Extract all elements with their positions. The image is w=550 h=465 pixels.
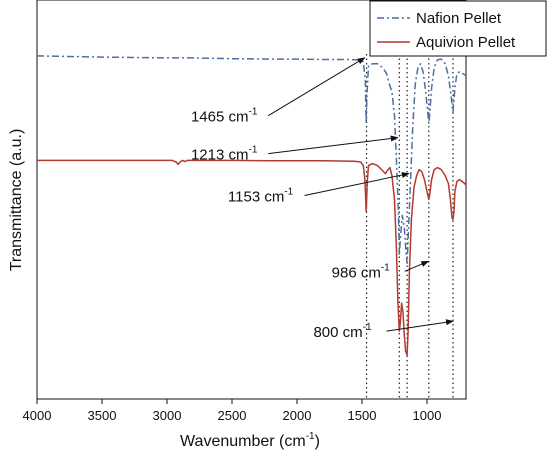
x-tick-label: 3500 — [88, 408, 117, 423]
annotation-arrow — [267, 57, 366, 117]
x-tick-label: 2000 — [283, 408, 312, 423]
series-layer — [36, 55, 467, 356]
y-axis-label: Transmittance (a.u.) — [8, 129, 25, 272]
series-line-2 — [37, 159, 467, 356]
annotation-label: 1465 cm-1 — [191, 107, 258, 126]
x-tick-label: 4000 — [23, 408, 52, 423]
legend-frame — [369, 0, 547, 57]
x-tick-label: 1500 — [348, 408, 377, 423]
x-axis: 4000 3500 3000 2500 2000 1500 1000 — [23, 399, 442, 423]
annotation-arrow — [404, 260, 430, 272]
series-line-1 — [36, 55, 467, 265]
annotation-label: 800 cm-1 — [313, 322, 372, 341]
x-axis-label: Wavenumber (cm-1) — [180, 431, 320, 450]
annotation-arrow — [304, 172, 410, 196]
annotation-label: 1213 cm-1 — [191, 145, 258, 164]
annotation-arrow — [386, 319, 454, 332]
annotation-label: 1153 cm-1 — [228, 186, 294, 205]
legend: Nafion Pellet Aquivion Pellet — [369, 0, 547, 57]
plot-frame — [36, 0, 467, 400]
x-tick-label: 3000 — [153, 408, 182, 423]
plot-area: 1465 cm-1 1213 cm-1 1153 cm-1 986 cm-1 800 c… — [36, 0, 467, 400]
legend-label: Nafion Pellet — [416, 10, 502, 27]
x-tick-label: 2500 — [218, 408, 247, 423]
peak-annotations: 1465 cm-1 1213 cm-1 1153 cm-1 986 cm-1 800 c… — [191, 57, 454, 341]
annotation-arrow — [268, 135, 399, 155]
legend-label: Aquivion Pellet — [416, 34, 516, 51]
x-tick-label: 1000 — [413, 408, 442, 423]
annotation-label: 986 cm-1 — [332, 262, 391, 281]
reference-lines — [365, 54, 454, 399]
